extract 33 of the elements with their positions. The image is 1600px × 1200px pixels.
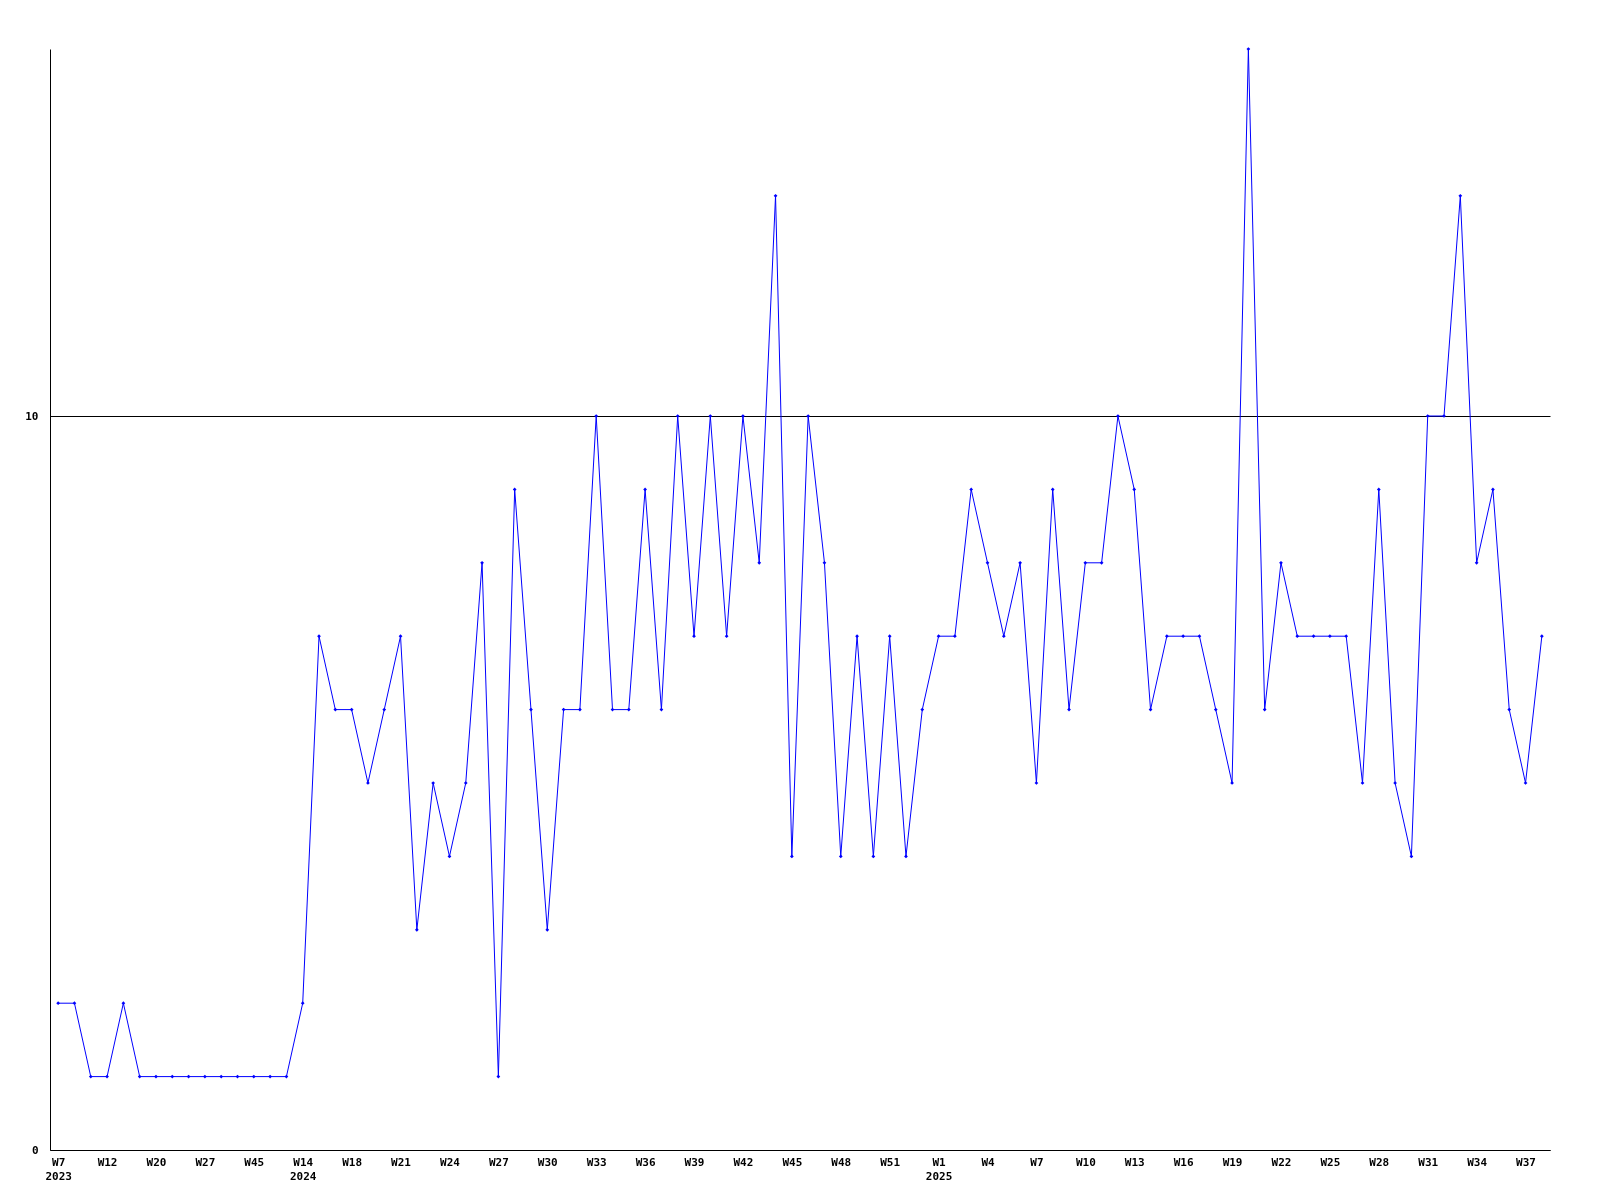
x-tick-label: W19	[1222, 1155, 1243, 1169]
x-tick-label: W34	[1467, 1155, 1488, 1169]
x-tick-label: W10	[1075, 1155, 1096, 1169]
x-tick-label: W37	[1516, 1155, 1536, 1169]
x-tick-label: W18	[342, 1155, 363, 1169]
x-tick-label: W4	[981, 1155, 995, 1169]
x-tick-label: W22	[1271, 1155, 1292, 1169]
x-tick-label: W21	[391, 1155, 412, 1169]
x-tick-label: W42	[733, 1155, 754, 1169]
x-tick-label: W7	[1030, 1155, 1044, 1169]
x-tick-label: W30	[537, 1155, 558, 1169]
x-tick-label: W33	[586, 1155, 607, 1169]
x-tick-label: W27	[195, 1155, 216, 1169]
x-tick-label: W25	[1320, 1155, 1341, 1169]
x-tick-label: W20	[146, 1155, 167, 1169]
y-tick-label: 10	[25, 409, 39, 423]
x-tick-label: W39	[684, 1155, 705, 1169]
x-tick-label: W13	[1124, 1155, 1145, 1169]
x-tick-label: W51	[880, 1155, 901, 1169]
x-tick-label: W24	[440, 1155, 461, 1169]
x-tick-label: W31	[1418, 1155, 1439, 1169]
x-tick-label: W27	[488, 1155, 509, 1169]
x-tick-label: W36	[635, 1155, 656, 1169]
x-tick-label: W45	[782, 1155, 803, 1169]
x-tick-label: W12	[97, 1155, 118, 1169]
x-tick-label: W14 2024	[289, 1155, 317, 1183]
x-tick-label: W1 2025	[925, 1155, 953, 1183]
x-tick-label: W45	[244, 1155, 265, 1169]
x-tick-label: W28	[1369, 1155, 1390, 1169]
x-tick-label: W16	[1173, 1155, 1194, 1169]
x-tick-label: W7 2023	[45, 1155, 72, 1183]
x-tick-label: W48	[831, 1155, 852, 1169]
y-tick-label: 0	[31, 1143, 39, 1157]
